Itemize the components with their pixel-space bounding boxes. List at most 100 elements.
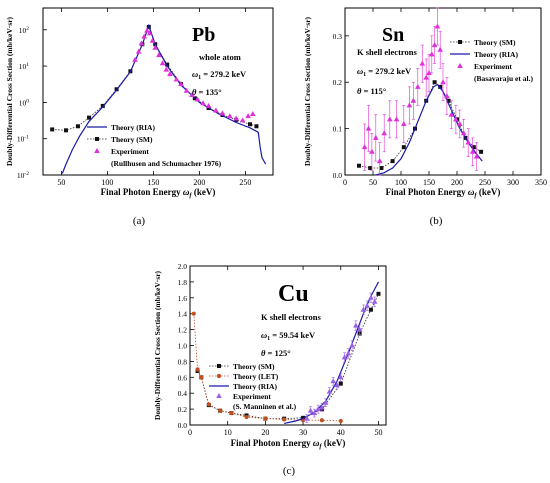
x-axis-label-text-c: Final Photon Energy	[231, 438, 313, 448]
omega-annotation-a: ω1 = 279.2 keV	[192, 69, 247, 81]
point-a-2-21	[226, 113, 233, 119]
point-a-2-16	[194, 96, 201, 102]
point-c-1-2	[199, 375, 204, 380]
point-a-2-11	[167, 71, 173, 77]
y-tick-label-c-9: 1.8	[178, 278, 188, 287]
point-c-1-6	[244, 414, 249, 420]
legend-label-b-0: Theory (SM)	[474, 38, 516, 47]
series-line-b-1	[375, 83, 483, 176]
point-a-2-8	[156, 52, 162, 58]
y-tick-label-a-3: 101	[19, 62, 30, 71]
omega-value-a: = 279.2 keV	[201, 69, 247, 79]
x-tick-label-a-1: 100	[101, 178, 113, 187]
legend-label-c-2: Theory (RIA)	[233, 382, 277, 391]
x-axis-label-omega-a: ω	[183, 187, 190, 197]
point-a-0-0	[50, 127, 55, 132]
point-a-2-23	[239, 117, 246, 123]
point-a-2-3	[141, 33, 147, 39]
point-c-1-0	[191, 311, 196, 316]
x-tick-label-a-4: 250	[239, 178, 251, 187]
x-tick-label-c-3: 30	[299, 428, 307, 437]
legend-label-c-0: Theory (SM)	[233, 362, 275, 371]
point-b-0-1	[368, 166, 373, 171]
omega-sub-a: 1	[198, 75, 201, 81]
point-a-2-22	[233, 115, 239, 121]
point-c-1-3	[206, 402, 211, 407]
subtitle-c: K shell electrons	[261, 312, 321, 322]
point-a-2-6	[149, 37, 156, 43]
point-b-0-12	[471, 145, 476, 150]
x-tick-label-a-0: 50	[57, 178, 65, 187]
point-c-3-11	[345, 350, 352, 356]
point-b-2-13	[423, 74, 429, 80]
omega-symbol-c: ω	[261, 330, 267, 340]
x-axis-label-unit-b: (keV)	[477, 187, 501, 197]
legend-marker-a-1	[95, 137, 99, 141]
y-tick-exp-a-1: -1	[24, 135, 29, 141]
point-c-3-15	[360, 306, 367, 312]
point-b-2-16	[431, 42, 438, 48]
legend-marker-b-0	[458, 40, 462, 44]
chart-panel-b: 0 50 100 150 200 250 300 350 0.0 0.1 0.2 0.3 SnK she…	[303, 7, 547, 227]
point-b-2-14	[426, 69, 432, 75]
point-b-2-15	[429, 51, 435, 57]
x-axis-label-unit-c: (keV)	[322, 438, 346, 448]
point-a-2-12	[173, 76, 180, 82]
x-axis-label-omega-b: ω	[468, 187, 475, 197]
subtitle-b: K shell electrons	[357, 47, 417, 57]
point-a-2-17	[200, 100, 206, 106]
x-axis-label-sub-c: f	[319, 443, 322, 450]
series-b-1	[375, 83, 483, 176]
x-axis-label-sub-b: f	[474, 192, 477, 199]
point-c-3-14	[356, 326, 363, 332]
theta-symbol-b: θ	[357, 86, 362, 96]
legend-label-a-3: (Rullhusen and Schumacher 1976)	[111, 159, 222, 168]
point-b-2-3	[373, 134, 379, 140]
point-a-0-16	[248, 122, 252, 127]
point-c-3-10	[341, 354, 348, 360]
point-a-2-14	[183, 87, 190, 93]
point-b-2-9	[406, 102, 413, 108]
legend-c: Theory (SM)Theory (LET)Theory (RIA)Exper…	[209, 362, 297, 411]
plot-frame-a	[42, 7, 274, 176]
point-c-0-10	[338, 381, 343, 386]
point-c-1-11	[338, 418, 343, 424]
x-tick-label-c-5: 50	[374, 428, 382, 437]
point-a-2-15	[189, 91, 195, 97]
point-b-2-24	[460, 130, 467, 136]
theta-value-b: = 115°	[361, 86, 386, 96]
theta-annotation-a: θ = 135°	[192, 87, 222, 97]
point-b-2-20	[444, 93, 450, 99]
legend-b: Theory (SM) Theory (RIA) Experiment (Basava…	[450, 38, 533, 83]
omega-symbol-a: ω	[192, 69, 198, 79]
point-b-2-8	[401, 120, 407, 126]
y-tick-label-b-2: 0.2	[333, 78, 343, 87]
point-b-2-11	[415, 83, 421, 89]
point-a-2-25	[249, 110, 256, 116]
x-tick-label-b-4: 200	[451, 178, 463, 187]
y-tick-base-a-0: 10	[17, 171, 25, 180]
element-symbol-b: Sn	[382, 24, 404, 46]
point-b-2-5	[381, 130, 387, 136]
point-a-2-24	[245, 113, 251, 119]
point-a-2-19	[213, 107, 219, 113]
point-a-2-1	[135, 48, 142, 54]
point-c-3-3	[315, 406, 321, 412]
series-c-3	[304, 292, 378, 423]
y-axis-label-a: Doubly-Differential Cross Section (mb/ke…	[5, 16, 14, 166]
y-tick-exp-a-2: 0	[26, 98, 29, 104]
omega-value-b: = 279.2 keV	[366, 66, 412, 76]
legend-label-a-2: Experiment	[111, 147, 149, 156]
y-tick-label-a-4: 102	[19, 26, 30, 35]
legend-label-c-4: (S. Manninen et al.)	[233, 402, 297, 411]
point-b-2-17	[434, 23, 441, 29]
point-c-3-17	[368, 294, 374, 300]
x-axis-label-c: Final Photon Energy ωf (keV)	[231, 438, 346, 450]
x-axis-label-unit-a: (keV)	[192, 187, 216, 197]
point-a-0-1	[64, 128, 68, 133]
point-a-2-13	[178, 81, 184, 87]
y-tick-label-b-1: 0.1	[333, 125, 343, 134]
x-axis-label-omega-c: ω	[313, 438, 320, 448]
